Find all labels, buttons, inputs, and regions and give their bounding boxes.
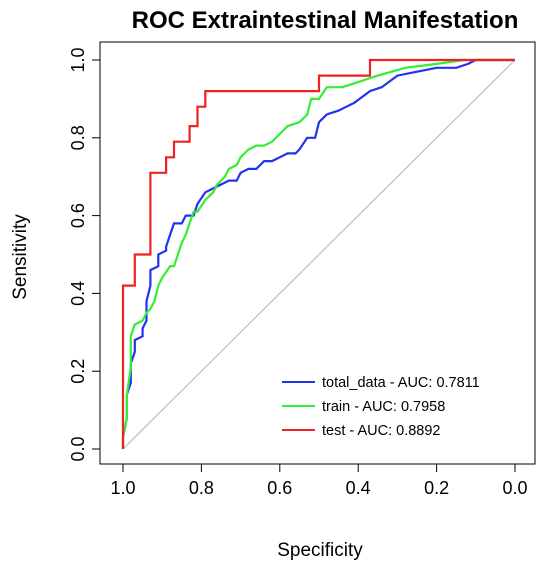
- plot-frame: [99, 41, 536, 465]
- x-tick-label: 0.6: [267, 478, 292, 498]
- y-tick-label: 0.2: [68, 359, 88, 384]
- y-axis-label: Sensitivity: [10, 214, 31, 300]
- y-tick-label: 0.4: [68, 281, 88, 306]
- chart-title: ROC Extraintestinal Manifestation: [132, 7, 519, 34]
- x-axis-label: Specificity: [277, 540, 363, 561]
- x-tick-label: 0.4: [346, 478, 371, 498]
- roc-curve-0: [121, 58, 515, 449]
- legend-label: total_data - AUC: 0.7811: [322, 375, 480, 391]
- y-tick-label: 0.8: [68, 125, 88, 150]
- legend-label: train - AUC: 0.7958: [322, 399, 445, 415]
- legend-label: test - AUC: 0.8892: [322, 423, 440, 439]
- roc-curve-1: [121, 58, 515, 449]
- x-tick-label: 0.2: [424, 478, 449, 498]
- x-tick-label: 1.0: [110, 478, 135, 498]
- plot-area: 1.0 0.8 0.6 0.4 0.2 0.0 0.0 0.2 0.4 0.6 0.8 1.0 tota…: [68, 41, 536, 498]
- roc-curve-2: [121, 58, 515, 449]
- x-tick-label: 0.8: [189, 478, 214, 498]
- reference-diagonal: [122, 59, 516, 450]
- y-tick-label: 1.0: [68, 47, 88, 72]
- y-tick-label: 0.0: [68, 436, 88, 461]
- y-tick-label: 0.6: [68, 203, 88, 228]
- x-tick-label: 0.0: [502, 478, 527, 498]
